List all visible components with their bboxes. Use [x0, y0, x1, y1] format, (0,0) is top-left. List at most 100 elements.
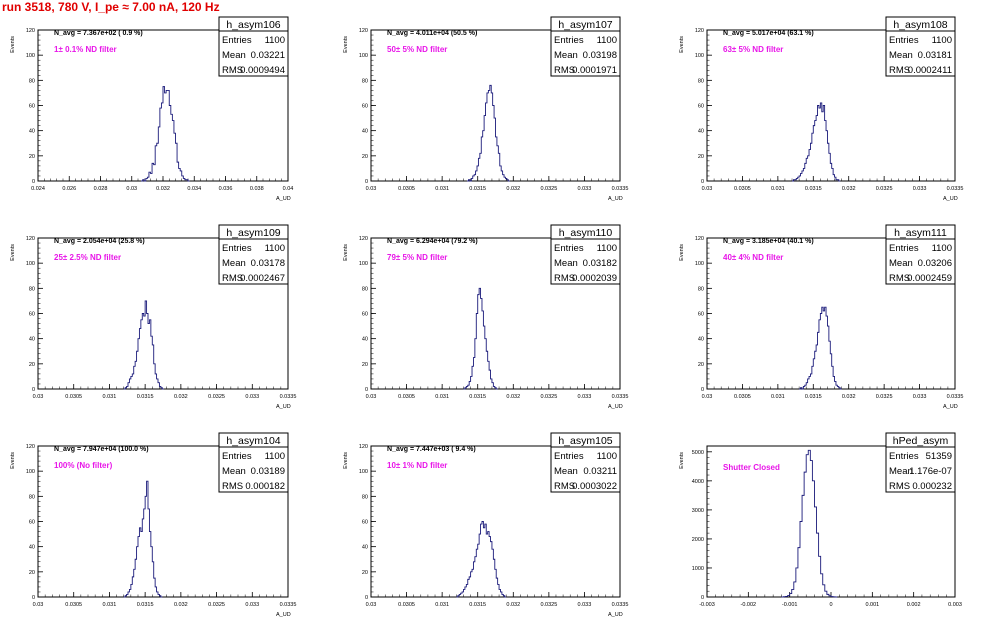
stats-label: Entries — [554, 451, 584, 462]
x-tick-label: 0.03 — [126, 186, 137, 192]
stats-value: 0.0002411 — [908, 65, 952, 76]
stats-box — [218, 224, 289, 285]
stats-box — [550, 432, 621, 493]
y-tick-label: 20 — [29, 362, 35, 368]
y-tick-label: 20 — [698, 362, 704, 368]
x-tick-label: 0.031 — [103, 394, 117, 400]
x-tick-label: 0.032 — [156, 186, 170, 192]
stats-value: 51359 — [926, 451, 952, 462]
x-tick-label: 0.031 — [435, 602, 449, 608]
y-axis-title: Events — [10, 452, 16, 469]
stats-label: RMS — [554, 65, 575, 76]
stats-value: 1100 — [265, 35, 285, 46]
x-tick-label: 0.024 — [31, 186, 45, 192]
stats-value: 1100 — [265, 243, 285, 254]
y-tick-label: 120 — [359, 28, 368, 34]
x-tick-label: 0.0335 — [947, 186, 964, 192]
stats-title: h_asym109 — [226, 227, 280, 239]
y-tick-label: 60 — [362, 312, 368, 318]
stats-value: 0.000232 — [912, 481, 952, 492]
stats-value: 0.03178 — [251, 258, 285, 269]
stats-value: 1100 — [932, 243, 952, 254]
histogram-panel: 0 20 40 60 80 100 120 0.03 0.0305 0.031 0.0315 0.03… — [679, 16, 964, 202]
y-tick-label: 20 — [29, 570, 35, 576]
x-tick-label: 0.0305 — [398, 602, 415, 608]
stats-value: 1100 — [265, 451, 285, 462]
stats-label: RMS — [889, 65, 910, 76]
filter-label: 50± 5% ND filter — [387, 45, 447, 54]
y-tick-label: 40 — [698, 337, 704, 343]
x-tick-label: 0.033 — [578, 394, 592, 400]
y-axis-title: Events — [679, 452, 685, 469]
stats-title: h_asym107 — [558, 19, 612, 31]
stats-label: Mean — [554, 258, 578, 269]
stats-label: Entries — [222, 243, 252, 254]
y-tick-label: 80 — [29, 286, 35, 292]
stats-box — [550, 16, 621, 77]
x-tick-label: 0.026 — [62, 186, 76, 192]
x-tick-label: 0.0325 — [876, 394, 893, 400]
histogram-bars — [463, 287, 498, 390]
y-tick-label: 40 — [29, 545, 35, 551]
y-tick-label: 80 — [29, 78, 35, 84]
histogram-panel: 0 1000 2000 3000 4000 5000 -0.003 -0.002 -0.001 0… — [679, 432, 962, 608]
x-tick-label: 0.0325 — [540, 186, 557, 192]
x-axis-title: A_UD — [943, 196, 958, 202]
stats-value: 0.0002459 — [907, 273, 952, 284]
filter-label: 25± 2.5% ND filter — [54, 253, 121, 262]
stats-title: h_asym108 — [893, 19, 947, 31]
stats-value: 0.0002467 — [240, 273, 285, 284]
stats-box — [218, 432, 289, 493]
stats-value: 0.03211 — [583, 466, 617, 477]
stats-box — [218, 16, 289, 77]
stats-label: Entries — [554, 243, 584, 254]
stats-label: Mean — [554, 50, 578, 61]
x-tick-label: 0.034 — [187, 186, 201, 192]
x-tick-label: 0.0335 — [947, 394, 964, 400]
histogram-bars — [467, 84, 510, 182]
x-tick-label: 0.0315 — [469, 602, 486, 608]
stats-value: 0.03181 — [918, 50, 952, 61]
stats-value: 0.0002039 — [572, 273, 617, 284]
x-tick-label: 0.03 — [702, 394, 713, 400]
y-tick-label: 5000 — [692, 450, 704, 456]
stats-label: Mean — [222, 50, 246, 61]
y-tick-label: 120 — [26, 236, 35, 242]
y-tick-label: 80 — [362, 494, 368, 500]
stats-value: 0.03198 — [583, 50, 617, 61]
stats-label: Entries — [889, 243, 919, 254]
y-tick-label: 0 — [365, 595, 368, 601]
y-tick-label: 0 — [32, 179, 35, 185]
x-tick-label: 0.0315 — [469, 394, 486, 400]
y-tick-label: 20 — [362, 154, 368, 160]
y-axis-title: Events — [10, 36, 16, 53]
y-tick-label: 0 — [701, 595, 704, 601]
x-tick-label: 0.0335 — [612, 602, 629, 608]
y-tick-label: 3000 — [692, 508, 704, 514]
y-axis-title: Events — [343, 452, 349, 469]
stats-label: Entries — [222, 35, 252, 46]
x-axis-title: A_UD — [276, 196, 291, 202]
y-axis-title: Events — [10, 244, 16, 261]
stats-label: Mean — [889, 466, 913, 477]
stats-value: 0.03206 — [918, 258, 952, 269]
stats-label: Mean — [222, 258, 246, 269]
y-tick-label: 60 — [29, 520, 35, 526]
stats-value: 0.0001971 — [572, 65, 617, 76]
x-tick-label: 0.03 — [366, 602, 377, 608]
stats-label: Entries — [889, 451, 919, 462]
y-tick-label: 60 — [698, 312, 704, 318]
x-tick-label: 0.0335 — [612, 394, 629, 400]
x-tick-label: 0.031 — [771, 186, 785, 192]
stats-title: h_asym111 — [894, 227, 947, 239]
y-tick-label: 120 — [695, 28, 704, 34]
stats-box — [885, 16, 956, 77]
stats-label: Mean — [554, 466, 578, 477]
stats-value: 0.03221 — [251, 50, 285, 61]
y-tick-label: 100 — [695, 261, 704, 267]
filter-label: 63± 5% ND filter — [723, 45, 783, 54]
stats-label: Entries — [554, 35, 584, 46]
histogram-bars — [123, 480, 163, 598]
x-tick-label: 0.032 — [842, 186, 856, 192]
